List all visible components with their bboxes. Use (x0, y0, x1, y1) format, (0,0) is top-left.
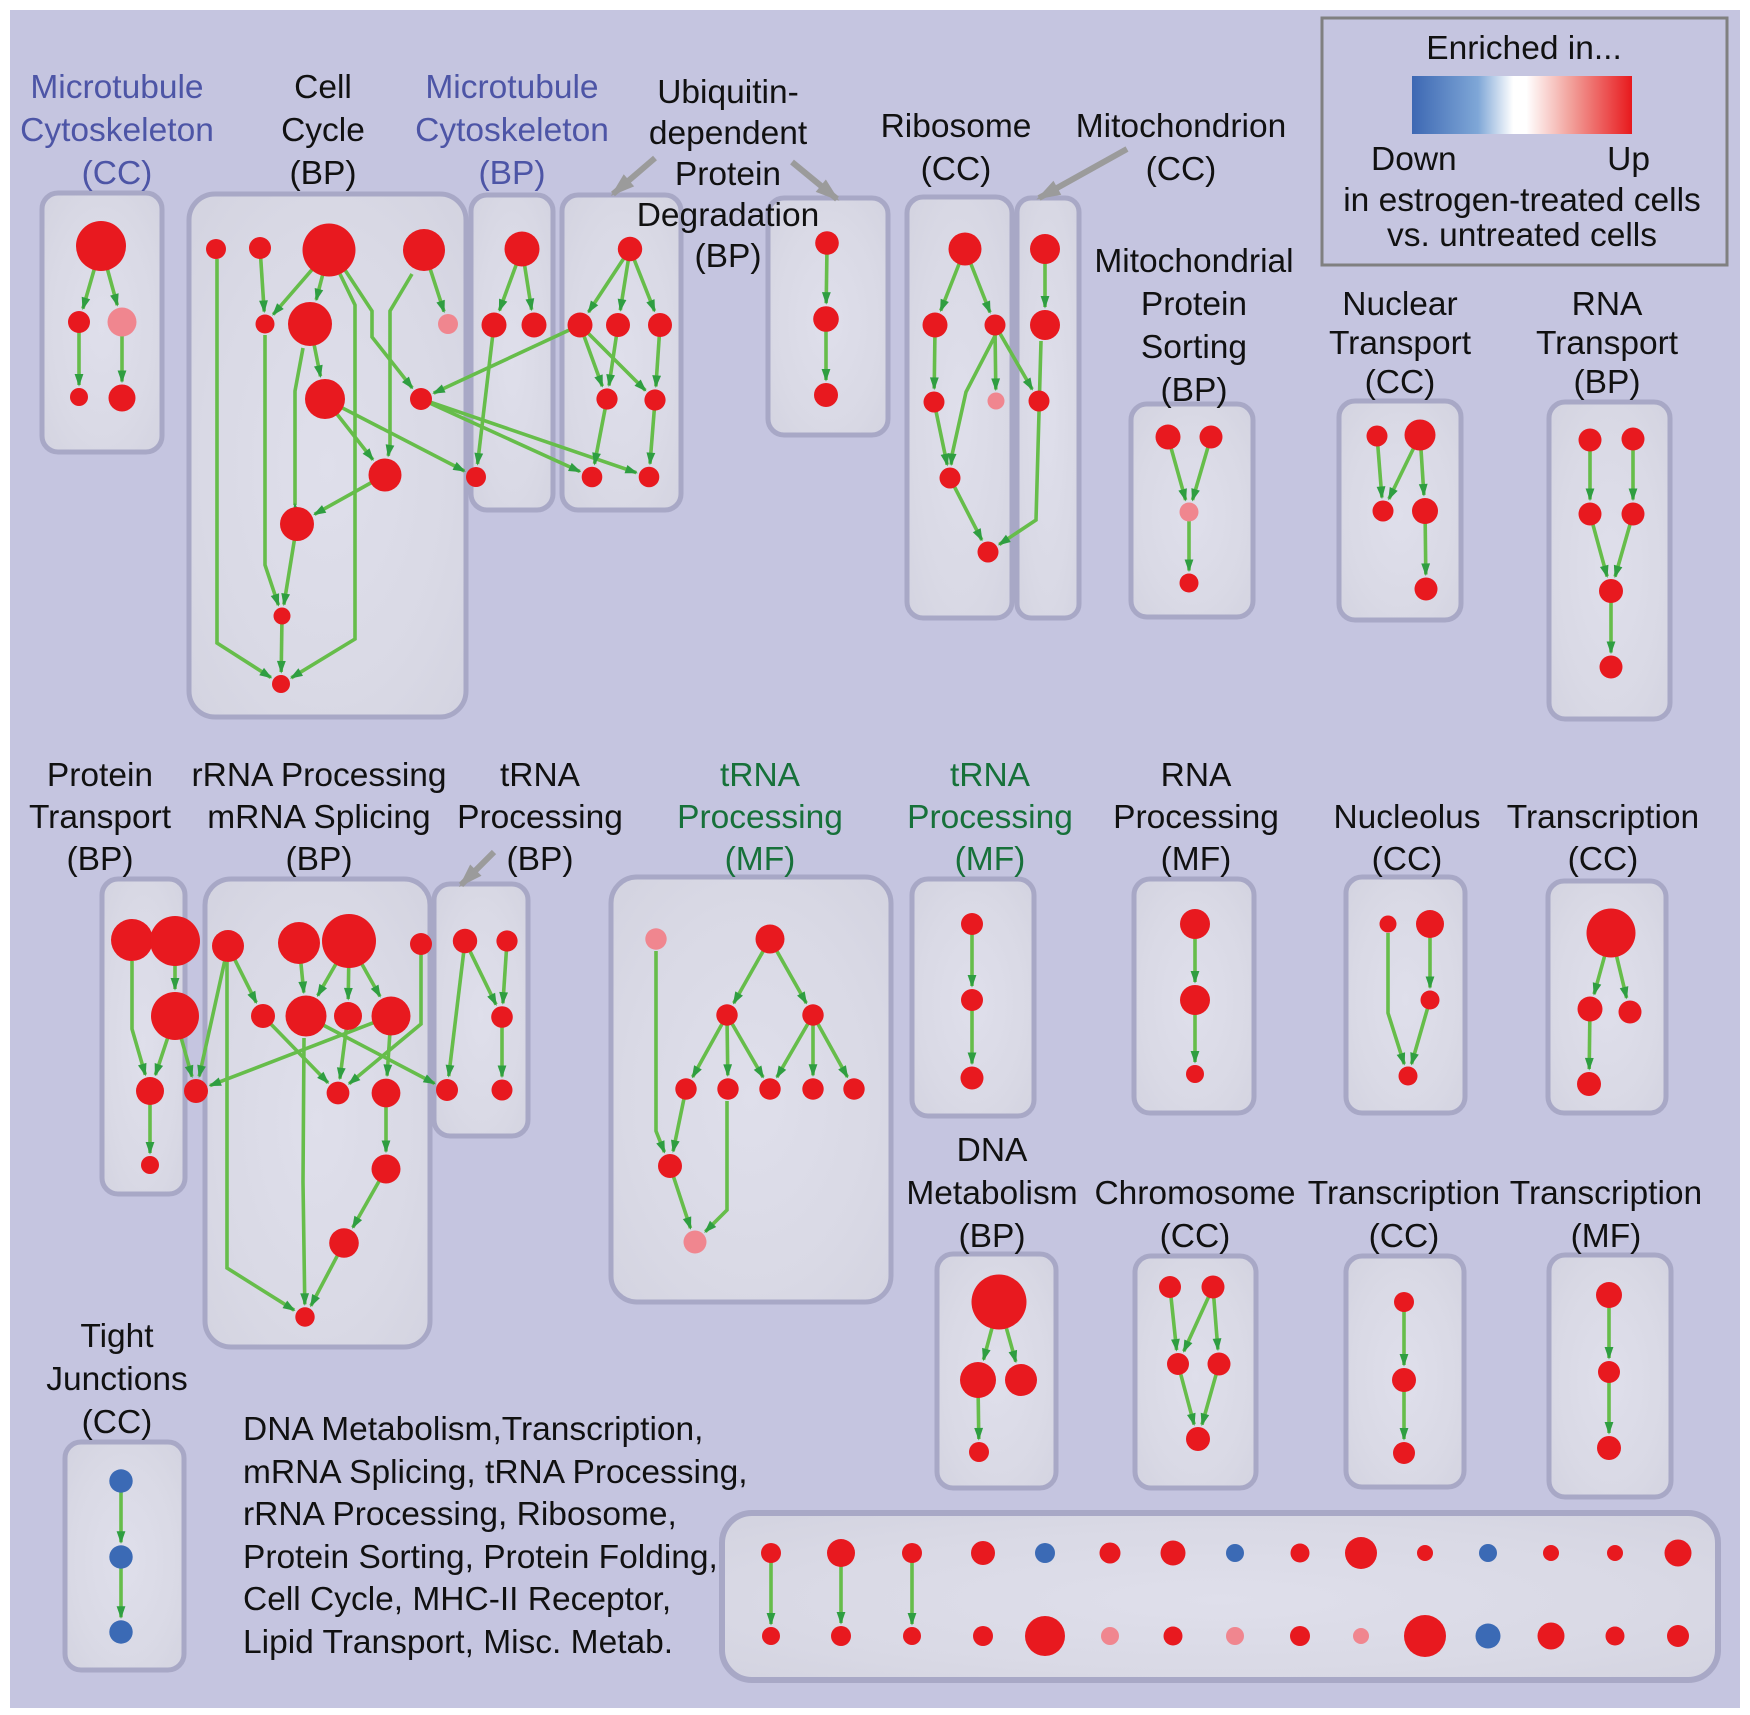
svg-text:tRNA: tRNA (720, 757, 801, 794)
svg-text:tRNA: tRNA (500, 757, 581, 794)
svg-text:Transcription: Transcription (1510, 1175, 1702, 1212)
svg-text:Transcription: Transcription (1308, 1175, 1500, 1212)
svg-text:Microtubule: Microtubule (30, 69, 203, 106)
svg-text:Cycle: Cycle (281, 112, 365, 149)
svg-text:tRNA: tRNA (950, 757, 1031, 794)
svg-text:mRNA Splicing, tRNA Processing: mRNA Splicing, tRNA Processing, (243, 1454, 748, 1491)
svg-text:Down: Down (1371, 141, 1457, 178)
svg-text:RNA: RNA (1572, 286, 1643, 323)
svg-text:vs. untreated cells: vs. untreated cells (1387, 217, 1657, 254)
svg-text:(CC): (CC) (82, 155, 153, 192)
svg-text:(BP): (BP) (286, 841, 353, 878)
svg-text:Transport: Transport (29, 799, 172, 836)
svg-text:(BP): (BP) (290, 155, 357, 192)
svg-text:(CC): (CC) (1365, 364, 1436, 401)
svg-text:Mitochondrion: Mitochondrion (1076, 108, 1286, 145)
svg-text:Protein: Protein (47, 757, 153, 794)
svg-text:Microtubule: Microtubule (425, 69, 598, 106)
svg-text:in estrogen-treated cells: in estrogen-treated cells (1343, 182, 1701, 219)
svg-text:(CC): (CC) (1160, 1218, 1231, 1255)
svg-text:(CC): (CC) (82, 1404, 153, 1441)
svg-text:mRNA Splicing: mRNA Splicing (207, 799, 430, 836)
svg-text:(BP): (BP) (1161, 372, 1228, 409)
svg-text:dependent: dependent (649, 115, 808, 152)
svg-text:(BP): (BP) (1574, 364, 1641, 401)
svg-text:(CC): (CC) (1146, 151, 1217, 188)
svg-text:Sorting: Sorting (1141, 329, 1247, 366)
svg-text:Cytoskeleton: Cytoskeleton (20, 112, 214, 149)
svg-text:Nuclear: Nuclear (1342, 286, 1457, 323)
svg-text:Processing: Processing (907, 799, 1073, 836)
svg-text:Up: Up (1607, 141, 1650, 178)
svg-text:(BP): (BP) (695, 238, 762, 275)
svg-text:Protein: Protein (1141, 286, 1247, 323)
svg-text:rRNA Processing, Ribosome,: rRNA Processing, Ribosome, (243, 1496, 677, 1533)
svg-text:Metabolism: Metabolism (906, 1175, 1077, 1212)
svg-text:Nucleolus: Nucleolus (1333, 799, 1480, 836)
svg-text:Processing: Processing (457, 799, 623, 836)
svg-text:Cell Cycle, MHC-II Receptor,: Cell Cycle, MHC-II Receptor, (243, 1581, 671, 1618)
svg-text:(BP): (BP) (959, 1218, 1026, 1255)
svg-text:(CC): (CC) (1369, 1218, 1440, 1255)
svg-text:(BP): (BP) (67, 841, 134, 878)
svg-text:RNA: RNA (1161, 757, 1232, 794)
svg-text:(CC): (CC) (921, 151, 992, 188)
svg-text:rRNA Processing: rRNA Processing (191, 757, 446, 794)
svg-text:Cytoskeleton: Cytoskeleton (415, 112, 609, 149)
svg-text:(CC): (CC) (1372, 841, 1443, 878)
svg-text:Cell: Cell (294, 69, 352, 106)
svg-text:Processing: Processing (677, 799, 843, 836)
svg-text:Chromosome: Chromosome (1094, 1175, 1295, 1212)
svg-text:Junctions: Junctions (46, 1361, 188, 1398)
svg-text:Protein: Protein (675, 156, 781, 193)
svg-text:Degradation: Degradation (637, 197, 820, 234)
svg-text:Lipid Transport, Misc. Metab.: Lipid Transport, Misc. Metab. (243, 1624, 673, 1661)
svg-text:DNA: DNA (957, 1132, 1028, 1169)
svg-text:(BP): (BP) (507, 841, 574, 878)
svg-text:(CC): (CC) (1568, 841, 1639, 878)
svg-text:(MF): (MF) (955, 841, 1026, 878)
svg-text:Protein Sorting, Protein Foldi: Protein Sorting, Protein Folding, (243, 1539, 718, 1576)
svg-text:Transport: Transport (1329, 325, 1472, 362)
svg-text:(MF): (MF) (1161, 841, 1232, 878)
svg-text:(MF): (MF) (1571, 1218, 1642, 1255)
svg-text:Processing: Processing (1113, 799, 1279, 836)
svg-text:Mitochondrial: Mitochondrial (1094, 243, 1293, 280)
svg-text:(BP): (BP) (479, 155, 546, 192)
svg-text:Ubiquitin-: Ubiquitin- (657, 74, 799, 111)
svg-text:Transport: Transport (1536, 325, 1679, 362)
svg-text:Tight: Tight (80, 1318, 154, 1355)
svg-text:Ribosome: Ribosome (881, 108, 1032, 145)
svg-text:Transcription: Transcription (1507, 799, 1699, 836)
svg-text:(MF): (MF) (725, 841, 796, 878)
svg-text:DNA Metabolism,Transcription,: DNA Metabolism,Transcription, (243, 1411, 703, 1448)
svg-text:Enriched in...: Enriched in... (1426, 30, 1622, 67)
